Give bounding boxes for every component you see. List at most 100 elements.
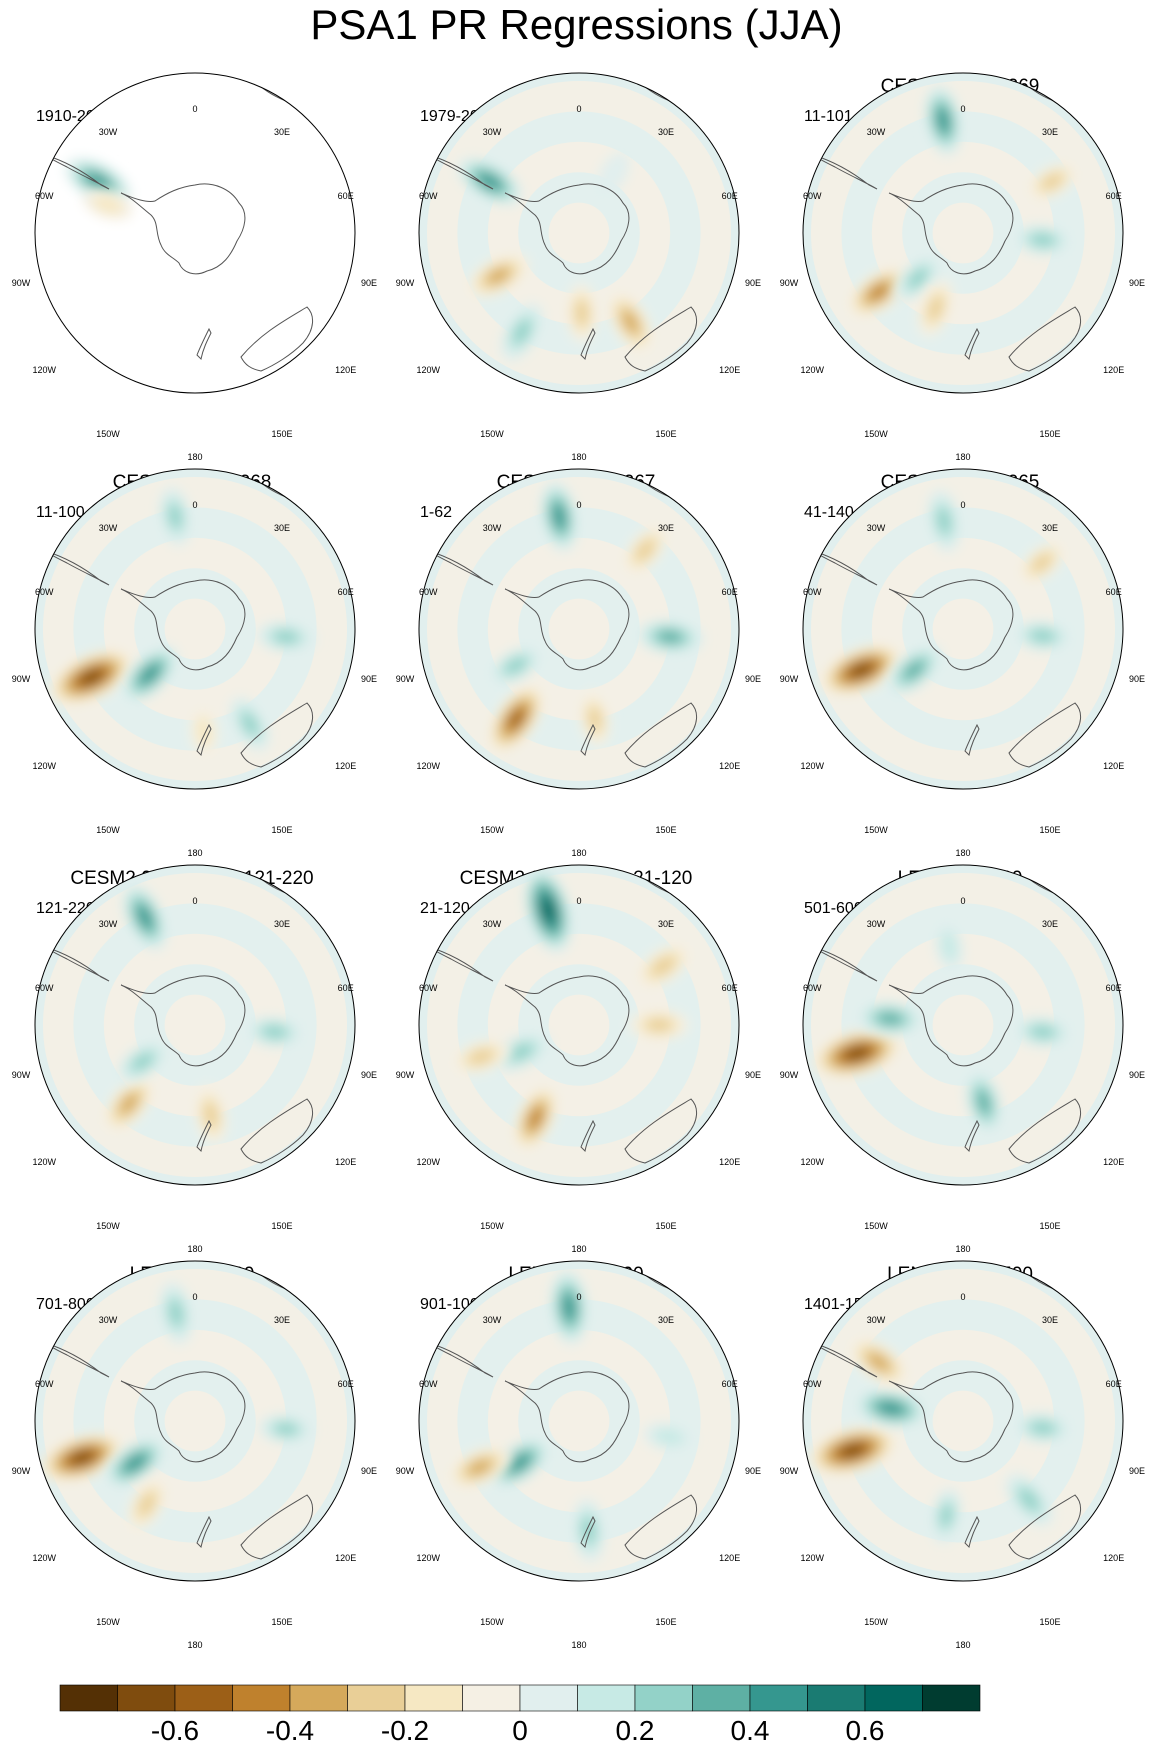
polar-map [34,72,356,394]
longitude-label: 150E [655,824,677,835]
longitude-label: 60E [721,587,738,597]
panel-period: 501-600 [804,900,863,917]
longitude-label: 90E [744,1466,762,1476]
map-boundary [34,468,356,790]
anomaly-blob [643,1422,695,1452]
anomaly-contour [622,311,638,333]
longitude-label: 60W [803,191,822,201]
antarctica-coast [888,975,1014,1067]
longitude-label: 120E [335,1553,357,1563]
anomaly-blob [636,619,704,655]
anomaly-blob [1026,162,1078,201]
anomaly-blob [1012,620,1073,652]
longitude-label: 150W [864,1220,888,1231]
anomaly-contour [907,268,928,289]
map-panel: LENS 1401-15001401-1500030E60E90E120E150… [768,1188,1152,1650]
anomaly-blob [452,1039,511,1075]
background-ring [548,598,610,660]
australia-coast [240,1098,313,1164]
longitude-label: 150W [864,1616,888,1627]
background-ring [548,202,610,264]
anomaly-blob [853,1388,929,1429]
longitude-label: 180 [187,848,203,858]
anomaly-contour [468,1049,494,1065]
anomaly-contour [1041,173,1063,190]
longitude-label: 30W [482,127,502,138]
anomaly-blob [48,649,135,706]
antarctica-coast [504,183,630,275]
longitude-label: 120W [416,1553,441,1563]
longitude-label: 120E [335,365,357,375]
anomaly-blob [579,691,610,747]
longitude-label: 30W [98,919,118,930]
panel-period: 11-100 [36,504,85,521]
longitude-label: 120E [335,761,357,771]
colorbar-swatch [519,1684,578,1712]
longitude-label: 0 [576,896,582,906]
anomaly-blob [964,1069,1003,1136]
anomaly-blob [103,1075,155,1133]
polar-map [418,72,740,394]
anomaly-contour [73,1452,91,1463]
australia-coast [1008,1098,1081,1164]
new-zealand-coast [196,723,212,757]
anomaly-contour [195,715,213,748]
map-panel: LENS 501-600501-600030E60E90E120E150E180… [768,792,1152,1254]
anomaly-blob [513,1084,558,1152]
longitude-label: 60E [1105,191,1122,201]
background-ring [164,994,226,1056]
anomaly-blob [926,489,961,553]
longitude-label: 60E [337,1379,354,1389]
colorbar-swatch [347,1684,406,1712]
anomaly-contour [168,1299,184,1327]
map-panel: CESM2.0 CTL 26811-100030E60E90E120E150E1… [0,396,384,858]
map-boundary [418,864,740,1186]
new-zealand-coast [196,1119,212,1153]
new-zealand-coast [964,723,980,757]
anomaly-contour [543,901,554,919]
longitude-label: 150W [480,824,504,835]
anomaly-blob [635,943,692,989]
longitude-label: 90W [395,1070,415,1080]
figure-title: PSA1 PR Regressions (JJA) [310,1,843,48]
longitude-label: 90E [360,674,378,684]
longitude-label: 150E [271,1616,293,1627]
longitude-label: 120W [416,1157,441,1167]
background-ring [932,598,994,660]
longitude-label: 120W [416,761,441,771]
longitude-label: 120E [1103,365,1125,375]
colorbar-tick-label: 0.6 [845,1715,885,1746]
anomaly-contour [508,1043,534,1061]
anomaly-blob [524,867,573,954]
new-zealand-coast [580,1119,596,1153]
anomaly-contour [651,956,676,976]
map-boundary [802,864,1124,1186]
longitude-label: 60E [337,587,354,597]
map-boundary [34,1260,356,1582]
longitude-label: 30E [273,1315,291,1326]
antarctica-coast [504,975,630,1067]
anomaly-blob [121,645,179,703]
anomaly-contour [878,1012,902,1025]
longitude-label: 180 [187,1244,203,1254]
longitude-label: 150W [480,1220,504,1231]
longitude-label: 60W [35,191,54,201]
map-boundary [34,864,356,1186]
longitude-label: 30W [98,127,118,138]
longitude-label: 120W [800,761,825,771]
longitude-label: 150W [96,1220,120,1231]
anomaly-blob [103,1437,167,1489]
polar-map [802,468,1124,790]
anomaly-blob [819,644,903,697]
australia-coast [240,1494,313,1560]
longitude-label: 180 [571,1244,587,1254]
longitude-label: 0 [960,104,966,114]
anomaly-blob [885,644,943,696]
longitude-label: 180 [187,452,203,462]
anomaly-contour [273,630,299,644]
anomaly-contour [1029,233,1056,247]
longitude-label: 120E [335,1157,357,1167]
anomaly-contour [848,1048,866,1059]
anomaly-contour [646,1018,672,1032]
longitude-label: 30W [866,127,886,138]
